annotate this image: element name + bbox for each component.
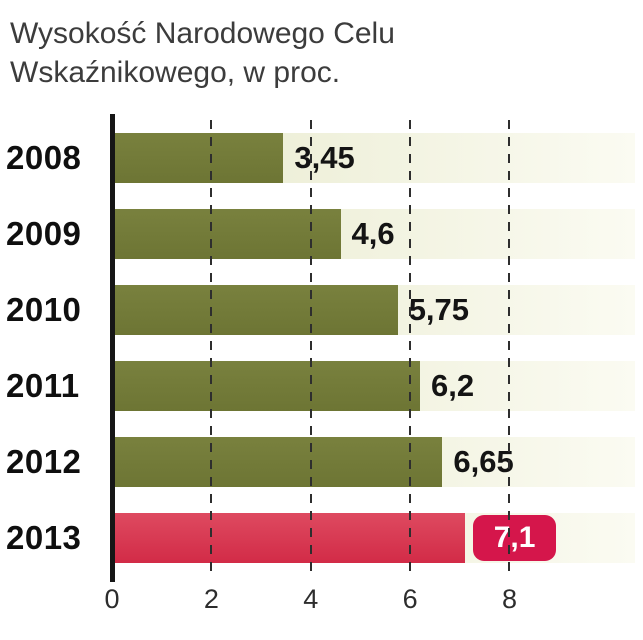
bar-track: 5,75	[112, 285, 635, 335]
bar-chart: 2008 3,45 2009 4,6 2010 5,75 2011 6,2 20…	[0, 114, 643, 620]
x-axis: 0 2 4 6 8	[104, 584, 635, 620]
year-label: 2010	[6, 291, 82, 328]
bar	[112, 361, 421, 411]
bar-track: 6,65	[112, 437, 635, 487]
bar-track: 3,45	[112, 133, 635, 183]
bar	[112, 285, 398, 335]
x-tick-label: 6	[402, 584, 418, 614]
value-label: 6,65	[453, 444, 514, 479]
value-label: 4,6	[351, 216, 395, 251]
value-label: 6,2	[431, 368, 475, 403]
year-label: 2013	[6, 519, 82, 556]
year-label: 2008	[6, 139, 82, 176]
x-tick-label: 8	[501, 584, 517, 614]
x-tick-label: 4	[303, 584, 319, 614]
chart-rows: 2008 3,45 2009 4,6 2010 5,75 2011 6,2 20…	[0, 120, 643, 576]
chart-title: Wysokość Narodowego Celu Wskaźnikowego, …	[0, 0, 643, 92]
value-label: 3,45	[294, 140, 355, 175]
x-tick-label: 0	[104, 584, 120, 614]
bar	[112, 513, 465, 563]
chart-title-line1: Wysokość Narodowego Celu	[10, 17, 395, 50]
bar-row: 2011 6,2	[0, 348, 643, 424]
bar-row: 2012 6,65	[0, 424, 643, 500]
x-tick-label: 2	[203, 584, 219, 614]
bar-track: 7,1	[112, 513, 635, 563]
year-label: 2009	[6, 215, 82, 252]
year-label: 2012	[6, 443, 82, 480]
bar-row: 2008 3,45	[0, 120, 643, 196]
bar	[112, 133, 284, 183]
value-label: 5,75	[408, 292, 470, 327]
bar-track: 6,2	[112, 361, 635, 411]
bar-track: 4,6	[112, 209, 635, 259]
y-axis-line	[110, 114, 115, 582]
bar	[112, 437, 443, 487]
bar-row: 2010 5,75	[0, 272, 643, 348]
bar	[112, 209, 341, 259]
value-label: 7,1	[472, 515, 557, 561]
chart-title-line2: Wskaźnikowego, w proc.	[10, 56, 341, 89]
year-label: 2011	[6, 367, 80, 404]
bar-row: 2013 7,1	[0, 500, 643, 576]
bar-row: 2009 4,6	[0, 196, 643, 272]
